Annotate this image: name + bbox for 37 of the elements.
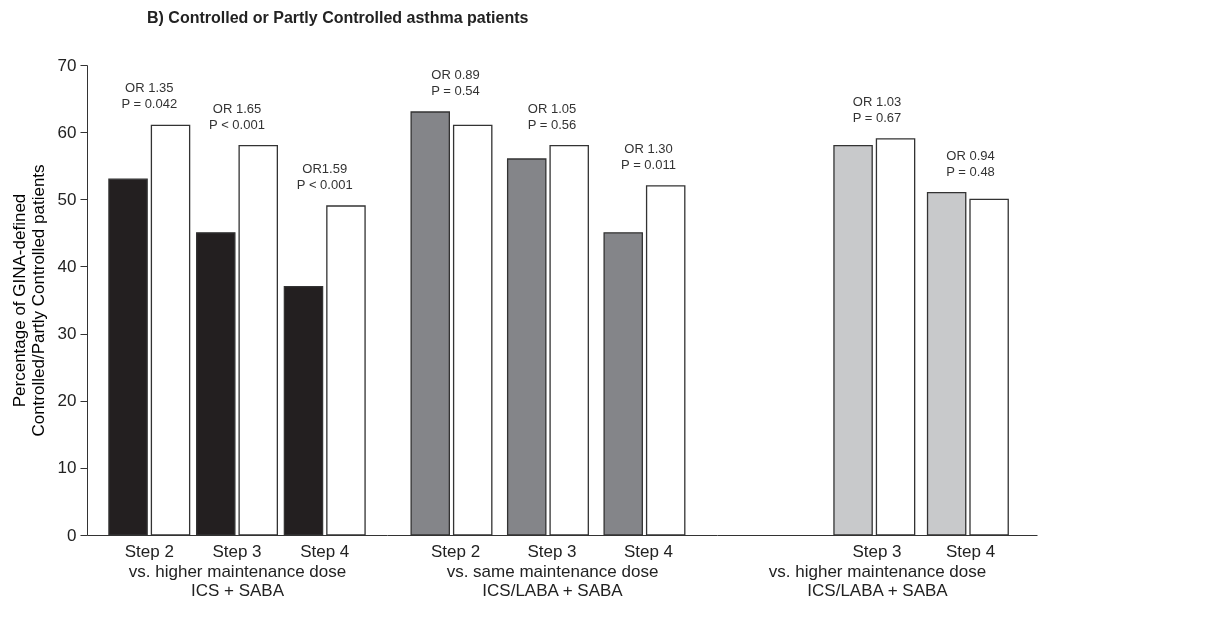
annotation: OR 0.94: [946, 147, 995, 163]
chart-title: B) Controlled or Partly Controlled asthma patients: [147, 9, 529, 26]
x-axis-title: vs. same maintenance dose ICS/LABA + SABA: [446, 561, 659, 600]
y-tick-label: 70: [57, 55, 77, 75]
annotation: P = 0.042: [121, 96, 178, 112]
x-tick-label: Step 2: [430, 541, 481, 561]
x-axis-title: vs. higher maintenance dose ICS + SABA: [128, 561, 347, 600]
annotation: P = 0.56: [527, 116, 577, 132]
x-tick-label: Step 3: [212, 541, 262, 561]
x-axis-title: vs. higher maintenance dose ICS/LABA + SABA: [768, 561, 987, 600]
y-tick-label: 50: [57, 189, 77, 209]
y-tick-label: 10: [57, 458, 77, 478]
x-tick-label: Step 2: [124, 541, 174, 561]
y-tick-label: 0: [67, 525, 77, 545]
annotation: P = 0.54: [431, 83, 480, 98]
x-tick-label: Step 3: [527, 541, 577, 561]
annotation: OR 1.65: [212, 100, 262, 116]
annotation: OR 0.89: [431, 67, 480, 82]
y-tick-label: 30: [57, 324, 77, 344]
annotation: OR 1.35: [125, 80, 174, 96]
annotation: OR 1.05: [527, 100, 577, 116]
annotation: P < 0.001: [296, 177, 353, 192]
y-tick-label: 60: [57, 122, 77, 142]
x-tick-label: Step 4: [300, 541, 350, 561]
x-tick-label: Step 4: [623, 541, 674, 561]
annotation: OR 1.03: [852, 93, 902, 109]
y-tick-label: 20: [57, 391, 77, 411]
annotation: P < 0.001: [209, 116, 265, 132]
y-tick-label: 40: [57, 256, 77, 276]
annotation: P = 0.67: [852, 109, 902, 125]
annotation: OR1.59: [302, 161, 348, 176]
x-tick-label: Step 4: [945, 541, 996, 561]
annotation: P = 0.011: [621, 156, 676, 172]
annotation: P = 0.48: [946, 163, 995, 179]
annotation: OR 1.30: [624, 140, 673, 156]
x-tick-label: Step 3: [852, 541, 902, 561]
y-axis-title: Percentage of GINA-defined Controlled/Partly Controlled patients: [9, 164, 48, 437]
